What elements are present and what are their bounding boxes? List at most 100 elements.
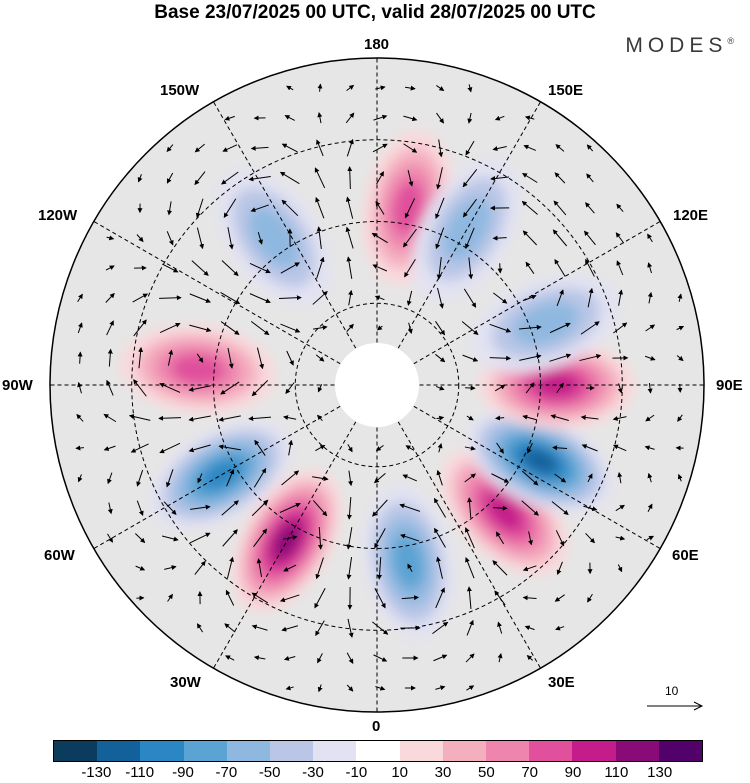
wind-vector: [617, 383, 623, 394]
wind-vector: [519, 354, 542, 361]
meridian-line: [413, 221, 661, 365]
wind-vector: [579, 353, 602, 362]
wind-vector: [526, 655, 533, 661]
wind-vector: [647, 233, 653, 243]
wind-vector: [552, 229, 568, 247]
wind-vector: [280, 262, 300, 274]
wind-vector: [283, 415, 297, 421]
wind-vector: [225, 589, 235, 606]
wind-vector: [279, 594, 300, 603]
wind-vector: [403, 228, 417, 248]
wind-vector: [284, 115, 295, 121]
wind-vector: [105, 292, 115, 303]
wind-vector: [522, 230, 538, 246]
meridian-line: [213, 421, 357, 669]
wind-vector: [523, 294, 537, 301]
wind-vector: [250, 145, 269, 151]
colorbar-tick-label: -30: [302, 764, 324, 781]
wind-vector: [553, 200, 567, 216]
wind-vector: [226, 556, 235, 579]
wind-vector: [346, 138, 354, 157]
lon-label-150w: 150W: [160, 82, 200, 99]
wind-vector: [286, 350, 294, 366]
wind-vector: [221, 171, 239, 185]
wind-vector: [437, 442, 443, 453]
wind-vector: [375, 85, 386, 91]
wind-vector: [399, 503, 421, 512]
brand-logo: MODES®: [625, 34, 734, 58]
wind-vector: [374, 295, 385, 301]
wind-vector: [522, 595, 537, 601]
wind-vector: [283, 655, 296, 661]
wind-vector: [554, 258, 566, 277]
wind-vector: [375, 445, 384, 452]
anomaly-contour: [486, 494, 523, 531]
wind-vector: [164, 565, 177, 571]
lon-label-60e: 60E: [672, 547, 699, 564]
wind-vector: [551, 501, 569, 515]
colorbar-tick-label: 50: [477, 764, 495, 781]
wind-vector: [677, 293, 683, 302]
wind-vector: [315, 444, 326, 452]
brand-name: MODES: [625, 34, 728, 57]
colorbar-bin: [529, 741, 573, 761]
wind-vector: [346, 496, 352, 520]
meridian-line: [397, 421, 541, 669]
wind-vector: [188, 385, 211, 392]
wind-vector: [347, 166, 353, 190]
wind-vector: [435, 353, 446, 363]
wind-vector: [223, 198, 237, 218]
wind-vector: [167, 349, 174, 366]
wind-vector: [317, 384, 323, 393]
wind-vector: [133, 379, 147, 397]
wind-vector: [586, 173, 594, 183]
wind-vector: [372, 499, 388, 517]
wind-vector: [467, 84, 473, 93]
wind-vector: [497, 621, 503, 634]
wind-vector: [253, 655, 266, 661]
wind-vector: [676, 325, 685, 331]
wind-vector: [218, 415, 241, 422]
wind-vector: [402, 474, 418, 482]
wind-vector: [552, 445, 568, 451]
wind-vector: [464, 527, 475, 549]
wind-vector: [346, 323, 354, 332]
wind-vector: [497, 263, 503, 274]
wind-vector: [435, 321, 445, 336]
wind-vector: [194, 171, 206, 186]
wind-vector: [493, 505, 508, 511]
wind-vector: [495, 415, 505, 421]
wind-vector: [372, 264, 388, 272]
wind-vector: [347, 618, 354, 638]
wind-vector: [77, 381, 83, 394]
wind-vector: [167, 201, 173, 216]
wind-vector: [580, 414, 599, 420]
wind-vector: [645, 414, 655, 422]
wind-vector: [549, 353, 572, 362]
colorbar-tick-label: -10: [345, 764, 368, 781]
wind-vector: [495, 531, 505, 545]
colorbar-tick-label: 90: [564, 764, 582, 781]
wind-vector: [521, 500, 539, 516]
wind-vector: [375, 200, 385, 215]
wind-vector: [314, 588, 326, 609]
wind-vector: [580, 321, 600, 335]
wind-vector: [677, 383, 683, 393]
wind-vector: [196, 623, 204, 633]
wind-vector: [405, 445, 415, 451]
wind-vector: [285, 685, 294, 691]
wind-vector: [433, 654, 448, 662]
lon-label-120w: 120W: [38, 207, 78, 224]
wind-vector: [132, 293, 149, 303]
wind-vector: [525, 261, 535, 274]
wind-vector: [647, 503, 653, 512]
wind-vector: [433, 497, 447, 518]
wind-vector: [585, 258, 595, 277]
wind-vector: [435, 385, 445, 391]
lon-label-90w: 90W: [2, 377, 33, 394]
wind-vector: [647, 291, 653, 304]
wind-vector: [613, 322, 628, 334]
map-boundary: [49, 57, 705, 713]
reference-arrow-icon: [647, 701, 704, 711]
wind-vector: [586, 144, 594, 152]
